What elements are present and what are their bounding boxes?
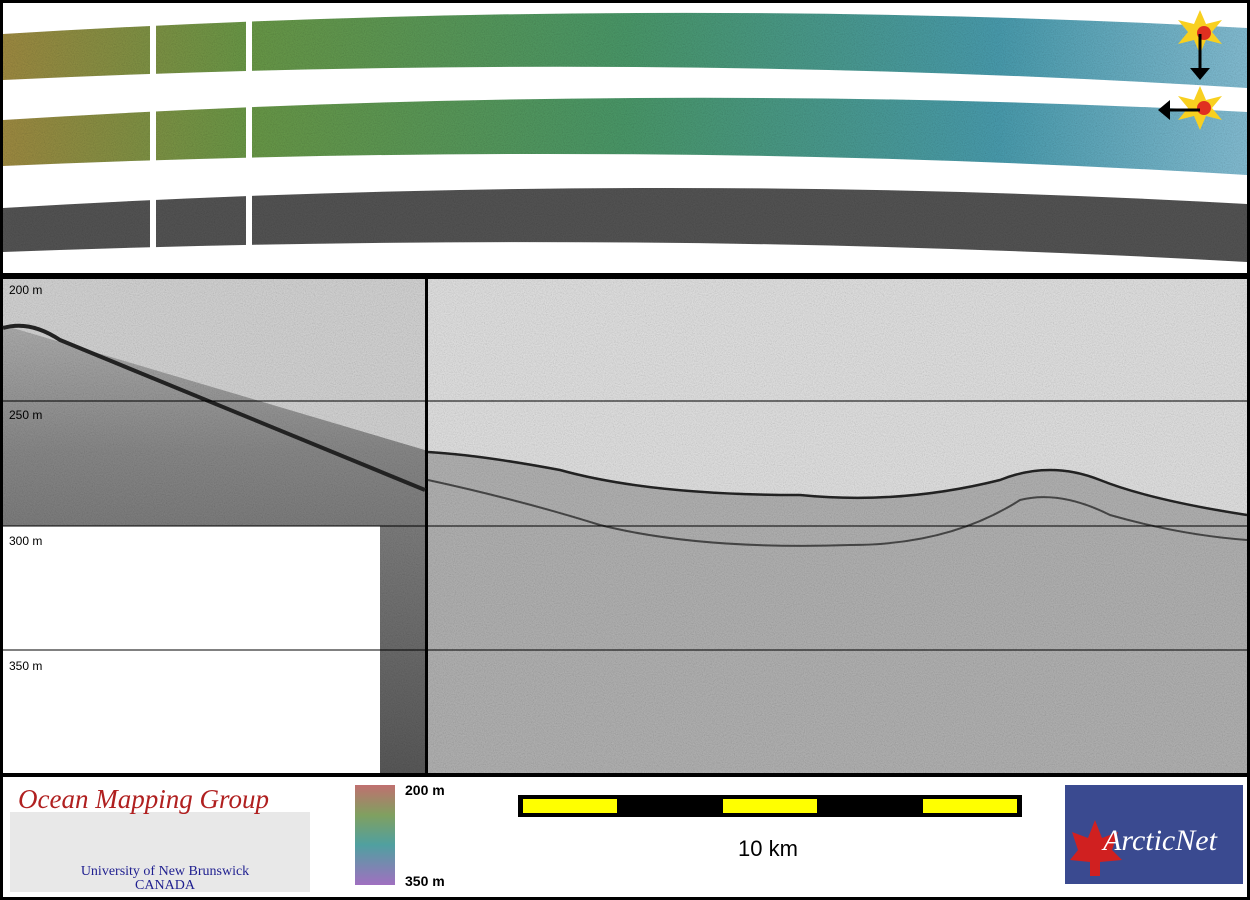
- bathymetry-strip: [3, 12, 1247, 88]
- arcticnet-text: ArcticNet: [1101, 824, 1218, 857]
- colorbar-label: 350 m: [405, 873, 445, 889]
- gap: [150, 20, 156, 260]
- depth-label: 350 m: [9, 659, 42, 673]
- colorbar-label: 200 m: [405, 782, 445, 798]
- seabed: [427, 450, 1248, 517]
- seabed: [2, 323, 426, 492]
- bathymetry-strip: [3, 97, 1247, 175]
- omg-logo-bg: [10, 812, 310, 892]
- sun-icon: [1178, 10, 1222, 80]
- gap: [246, 15, 252, 260]
- depth-label: 300 m: [9, 534, 42, 548]
- scale-segment: [523, 799, 617, 813]
- omg-title: Ocean Mapping Group: [18, 784, 269, 814]
- depth-label: 200 m: [9, 283, 42, 297]
- subbottom-reflector: [427, 479, 1248, 547]
- depth-label: 250 m: [9, 408, 42, 422]
- water-column: [428, 279, 1247, 515]
- sun-icon: [1158, 86, 1222, 130]
- colorbar: [355, 785, 395, 885]
- scale-label: 10 km: [738, 836, 798, 861]
- omg-subtitle: University of New Brunswick: [81, 864, 249, 879]
- maple-leaf: [1070, 820, 1122, 876]
- scale-segment: [723, 799, 817, 813]
- scale-segment: [923, 799, 1017, 813]
- omg-country: CANADA: [135, 878, 196, 893]
- water-column: [3, 279, 425, 450]
- backscatter-strip: [3, 187, 1247, 262]
